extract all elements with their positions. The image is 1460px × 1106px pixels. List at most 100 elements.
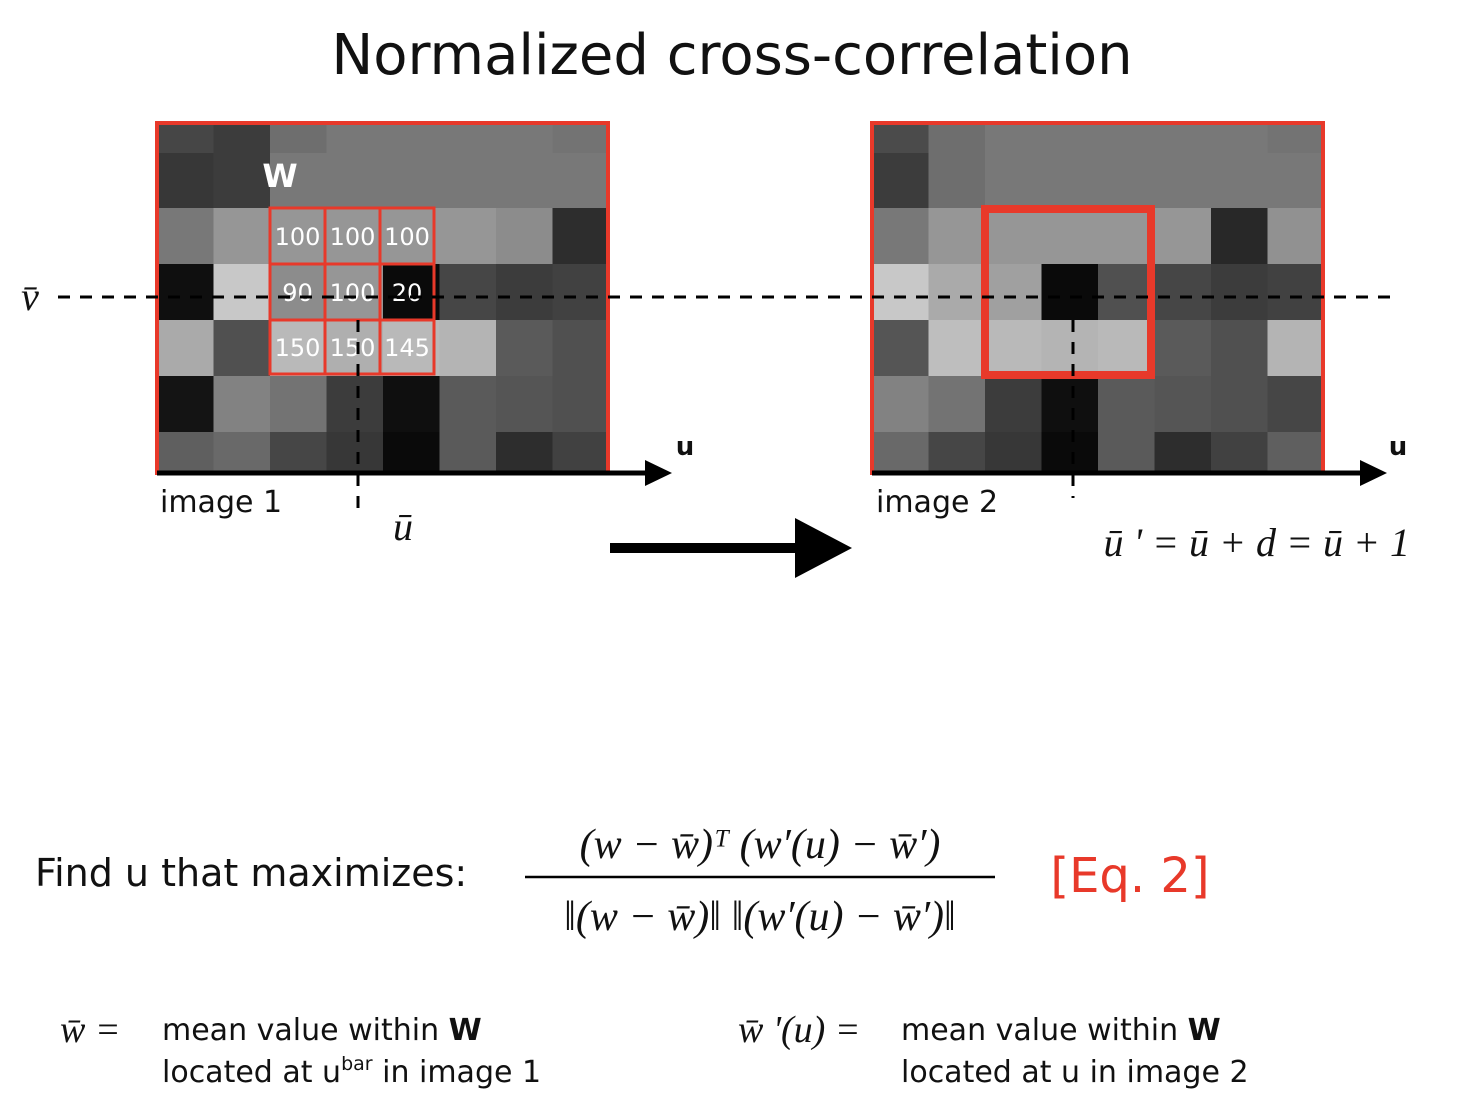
cell-value: 100 xyxy=(330,223,376,251)
axis-head xyxy=(1360,460,1387,486)
cell-value: 20 xyxy=(392,279,423,307)
pixel xyxy=(1267,320,1325,377)
pixel xyxy=(496,123,553,154)
pixel xyxy=(872,320,929,377)
axis-label: u xyxy=(676,432,695,462)
text: in image 1 xyxy=(373,1055,542,1090)
cell-value: 100 xyxy=(275,223,321,251)
pixel xyxy=(496,153,553,209)
pixel xyxy=(985,153,1042,209)
pixel xyxy=(270,208,327,265)
pixel xyxy=(928,320,986,377)
pixel xyxy=(1154,264,1212,321)
pixel xyxy=(1154,432,1212,474)
pixel xyxy=(1041,153,1099,209)
pixel xyxy=(1211,376,1268,433)
pixel xyxy=(985,320,1042,377)
pixel xyxy=(1211,153,1268,209)
pixel xyxy=(1267,153,1325,209)
pixel xyxy=(1154,153,1212,209)
pixel xyxy=(383,320,440,377)
text: W xyxy=(1188,1013,1221,1048)
pixel xyxy=(928,376,986,433)
cell-value: 100 xyxy=(384,223,430,251)
axis-head xyxy=(645,460,672,486)
pixel xyxy=(439,320,497,377)
pixel xyxy=(383,432,440,474)
pixel xyxy=(1267,208,1325,265)
pixel xyxy=(1154,208,1212,265)
pixel xyxy=(439,376,497,433)
pixel xyxy=(1267,264,1325,321)
definition: mean value within W xyxy=(162,1013,482,1048)
pixel xyxy=(326,153,384,209)
pixel xyxy=(157,153,214,209)
pixel xyxy=(985,264,1042,321)
pixel xyxy=(928,153,986,209)
pixel xyxy=(157,208,214,265)
pixel xyxy=(213,264,271,321)
pixel xyxy=(326,208,384,265)
pixel xyxy=(1098,376,1155,433)
pixel xyxy=(872,123,929,154)
symbol: w̄ '(u) = xyxy=(738,1009,860,1051)
text: mean value within xyxy=(162,1013,449,1048)
pixel xyxy=(383,123,440,154)
cell-value: 150 xyxy=(330,334,376,362)
pixel xyxy=(439,432,497,474)
pixel xyxy=(439,264,497,321)
pixel xyxy=(1267,432,1325,474)
pixel xyxy=(157,376,214,433)
pixel xyxy=(326,432,384,474)
arrow-head xyxy=(795,518,852,578)
pixel xyxy=(1211,264,1268,321)
pixel xyxy=(157,432,214,474)
definition: mean value within W xyxy=(901,1013,1221,1048)
pixel xyxy=(496,264,553,321)
pixel xyxy=(326,264,384,321)
pixel xyxy=(985,123,1042,154)
cell-value: 100 xyxy=(330,279,376,307)
pixel xyxy=(552,208,610,265)
pixel xyxy=(496,320,553,377)
pixel xyxy=(439,153,497,209)
cell-value: 150 xyxy=(275,334,321,362)
v-label: v̄ xyxy=(21,274,39,319)
pixel xyxy=(1154,320,1212,377)
prompt: Find u that maximizes: xyxy=(35,851,467,895)
cell-value: 145 xyxy=(384,334,430,362)
u-label: ū xyxy=(393,504,413,549)
pixel xyxy=(928,432,986,474)
pixel xyxy=(439,208,497,265)
pixel xyxy=(1211,320,1268,377)
axis-label: u xyxy=(1389,432,1408,462)
pixel xyxy=(1098,264,1155,321)
text: W xyxy=(449,1013,482,1048)
pixel xyxy=(326,123,384,154)
pixel xyxy=(213,376,271,433)
image-label: image 2 xyxy=(876,485,998,520)
pixel xyxy=(872,208,929,265)
pixel xyxy=(1041,264,1099,321)
pixel xyxy=(270,153,327,209)
pixel xyxy=(928,208,986,265)
pixel xyxy=(985,208,1042,265)
pixel xyxy=(1098,208,1155,265)
pixel xyxy=(1041,208,1099,265)
pixel xyxy=(213,208,271,265)
text: located at u in image 2 xyxy=(901,1055,1249,1090)
pixel xyxy=(270,320,327,377)
pixel xyxy=(872,153,929,209)
cell-value: 90 xyxy=(282,279,313,307)
pixel xyxy=(552,432,610,474)
pixel xyxy=(213,432,271,474)
pixel xyxy=(928,264,986,321)
window-cell xyxy=(378,318,436,376)
pixel xyxy=(1154,123,1212,154)
text: mean value within xyxy=(901,1013,1188,1048)
window-label: W xyxy=(262,157,297,195)
pixel xyxy=(496,376,553,433)
pixel xyxy=(270,376,327,433)
pixel xyxy=(213,123,271,154)
text: located at u xyxy=(162,1055,341,1090)
